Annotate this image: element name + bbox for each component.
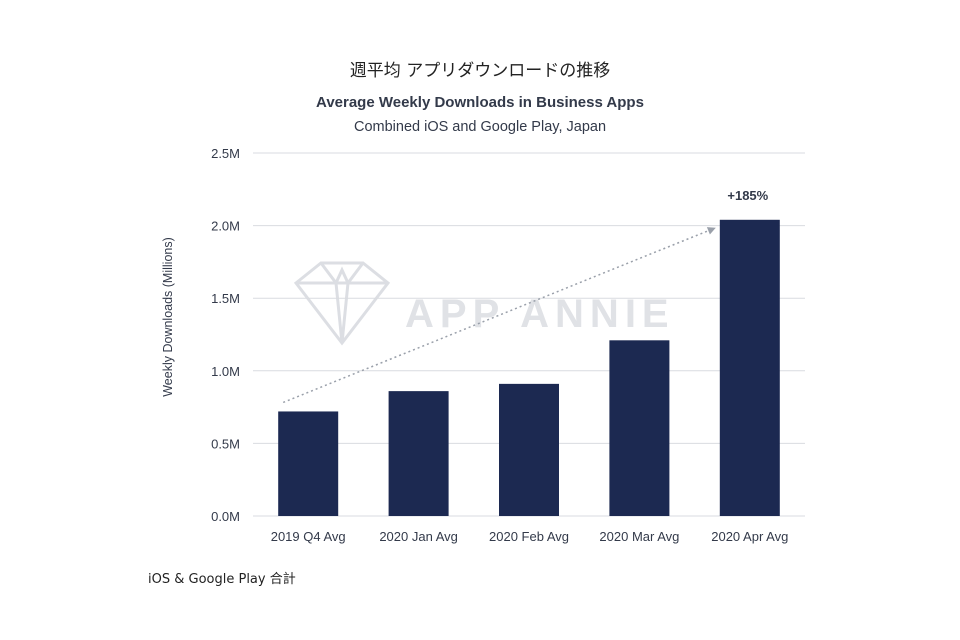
- y-tick-label: 2.0M: [211, 219, 240, 234]
- watermark: APP ANNIE: [293, 261, 675, 346]
- y-axis-label: Weekly Downloads (Millions): [161, 237, 175, 397]
- trend-arrowhead-icon: [706, 227, 716, 235]
- y-tick-label: 1.0M: [211, 364, 240, 379]
- diamond-logo-icon: [293, 261, 391, 346]
- bar: [609, 340, 670, 516]
- bar: [388, 391, 449, 516]
- x-tick-label: 2020 Feb Avg: [489, 529, 569, 544]
- x-tick-label: 2019 Q4 Avg: [271, 529, 346, 544]
- bar: [278, 411, 339, 516]
- trend-arrow-line: [282, 228, 713, 404]
- page-title-japanese: 週平均 アプリダウンロードの推移: [349, 61, 611, 81]
- x-tick-label: 2020 Mar Avg: [599, 529, 679, 544]
- annotation-label: +185%: [727, 188, 768, 203]
- y-tick-label: 0.5M: [211, 436, 240, 451]
- y-tick-label: 2.5M: [211, 146, 240, 161]
- y-tick-label: 0.0M: [211, 509, 240, 524]
- x-tick-label: 2020 Apr Avg: [711, 529, 788, 544]
- y-tick-label: 1.5M: [211, 291, 240, 306]
- bar: [499, 383, 559, 516]
- chart-subtitle: Combined iOS and Google Play, Japan: [353, 119, 607, 135]
- chart-title: Average Weekly Downloads in Business App…: [316, 94, 644, 111]
- footer-note: iOS & Google Play 合計: [148, 572, 296, 587]
- x-tick-label: 2020 Jan Avg: [379, 529, 458, 544]
- watermark-text: APP ANNIE: [405, 292, 675, 336]
- bar: [719, 219, 780, 517]
